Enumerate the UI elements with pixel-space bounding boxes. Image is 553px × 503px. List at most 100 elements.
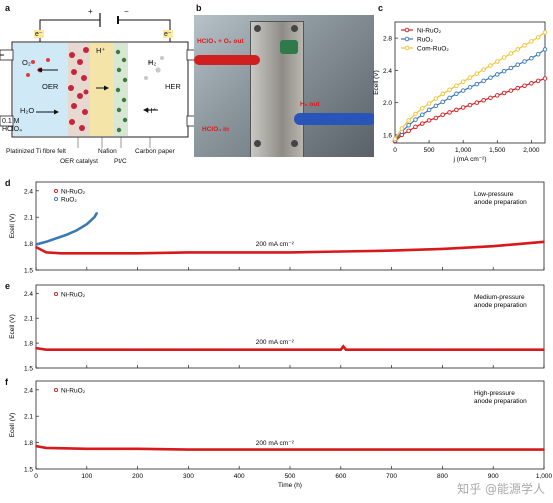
bolt-icon — [254, 140, 261, 147]
h2-label: H₂ — [148, 58, 157, 67]
legend-label: Ni-RuO₂ — [417, 27, 442, 34]
data-point — [342, 345, 345, 348]
data-point — [488, 95, 493, 101]
data-point — [86, 447, 88, 450]
data-point — [460, 105, 466, 110]
data-point — [187, 348, 190, 351]
legend-swatch-marker — [53, 188, 59, 194]
data-point — [515, 62, 520, 68]
data-point — [495, 59, 500, 64]
data-point — [447, 110, 452, 115]
series-line-1 — [35, 444, 544, 451]
data-point — [441, 348, 444, 351]
data-point — [420, 106, 425, 111]
data-point — [508, 65, 514, 71]
chart-frame-c — [394, 21, 546, 144]
data-point — [441, 248, 444, 250]
oer-catalyst-label: OER catalyst — [60, 158, 98, 165]
data-point — [35, 243, 37, 246]
y-tick-label: 2.4 — [383, 68, 392, 75]
negative-terminal: − — [124, 7, 129, 16]
y-tick-label: 1.8 — [24, 341, 33, 348]
data-point — [440, 112, 445, 118]
legend-swatch-marker — [53, 196, 59, 202]
data-point — [75, 229, 78, 232]
y-axis-label: Ecell (V) — [9, 314, 16, 339]
data-point — [433, 103, 439, 109]
chart-frame-d — [35, 181, 545, 271]
legend-label: RuO₂ — [417, 36, 433, 43]
data-point — [426, 118, 432, 123]
y-axis-label: Ecell (V) — [9, 214, 16, 239]
x-tick-label: 200 — [132, 473, 143, 480]
x-tick-label: 400 — [234, 473, 245, 480]
data-point — [238, 448, 240, 451]
panel-label-d: d — [5, 178, 11, 188]
y-tick-label: 2.4 — [24, 188, 33, 195]
data-point — [508, 88, 514, 93]
electrolyte-label: 0.1 M HClO₄ — [2, 118, 22, 134]
x-axis-label: j (mA cm⁻²) — [452, 156, 486, 163]
data-point — [529, 39, 534, 44]
data-point — [440, 99, 445, 105]
data-point — [529, 81, 534, 86]
condition-note-line1: High-pressure — [474, 390, 515, 397]
data-point — [60, 252, 63, 255]
condition-note-line1: Low-pressure — [474, 191, 514, 198]
y-tick-label: 2.1 — [24, 215, 33, 222]
condition-note-line1: Medium-pressure — [474, 294, 525, 301]
bolt-icon — [291, 140, 298, 147]
x-tick-label: 0 — [393, 147, 397, 154]
data-point — [392, 136, 398, 142]
data-point — [45, 447, 47, 449]
bolt-icon — [291, 25, 298, 32]
x-tick-label: 100 — [81, 473, 92, 480]
condition-note-line2: anode preparation — [474, 199, 527, 206]
series-line-2 — [35, 212, 99, 246]
panel-label-b: b — [196, 3, 202, 13]
y-tick-label: 1.8 — [24, 241, 33, 248]
legend-swatch-marker — [404, 36, 410, 42]
y-tick-label: 2.8 — [383, 36, 392, 43]
data-point — [289, 348, 291, 351]
data-point — [390, 249, 393, 252]
data-point — [340, 348, 342, 351]
data-point — [35, 347, 37, 349]
data-point — [535, 78, 541, 84]
blue-tube — [294, 113, 374, 125]
y-tick-label: 2.4 — [24, 387, 33, 394]
x-tick-label: 0 — [34, 473, 38, 480]
data-point — [454, 107, 459, 113]
y-tick-label: 1.5 — [24, 366, 33, 373]
y-tick-label: 2.0 — [383, 100, 392, 107]
data-point — [515, 85, 520, 91]
data-point — [467, 102, 473, 108]
proton-label-cathode: H⁺ — [147, 106, 157, 115]
x-tick-label: 1,000 — [455, 147, 472, 154]
x-axis-label: Time (h) — [278, 482, 302, 489]
watermark: 知乎 @能源学人 — [457, 482, 545, 496]
data-point — [440, 91, 445, 97]
hclo4-in-label: HClO₄ in — [202, 126, 229, 133]
nafion-membrane — [90, 43, 114, 136]
y-tick-label: 1.6 — [383, 132, 392, 139]
data-point — [522, 43, 527, 48]
legend-swatch-marker — [404, 45, 410, 51]
data-point — [238, 251, 240, 254]
data-point — [501, 55, 507, 60]
legend-label: RuO₂ — [61, 196, 77, 203]
data-point — [481, 78, 486, 84]
data-point — [187, 251, 190, 254]
bolt-icon — [254, 25, 261, 32]
current-density-annotation: 200 mA cm⁻² — [256, 440, 295, 447]
data-point — [96, 212, 98, 214]
data-point — [522, 83, 527, 88]
data-point — [492, 348, 495, 351]
o2-label: O₂ — [22, 58, 31, 67]
legend-label: Ni-RuO₂ — [61, 291, 86, 298]
data-point — [481, 67, 486, 72]
legend-swatch-marker — [53, 291, 59, 297]
red-tube — [194, 55, 260, 65]
felt-label: Platinized Ti fibre felt — [6, 148, 66, 155]
